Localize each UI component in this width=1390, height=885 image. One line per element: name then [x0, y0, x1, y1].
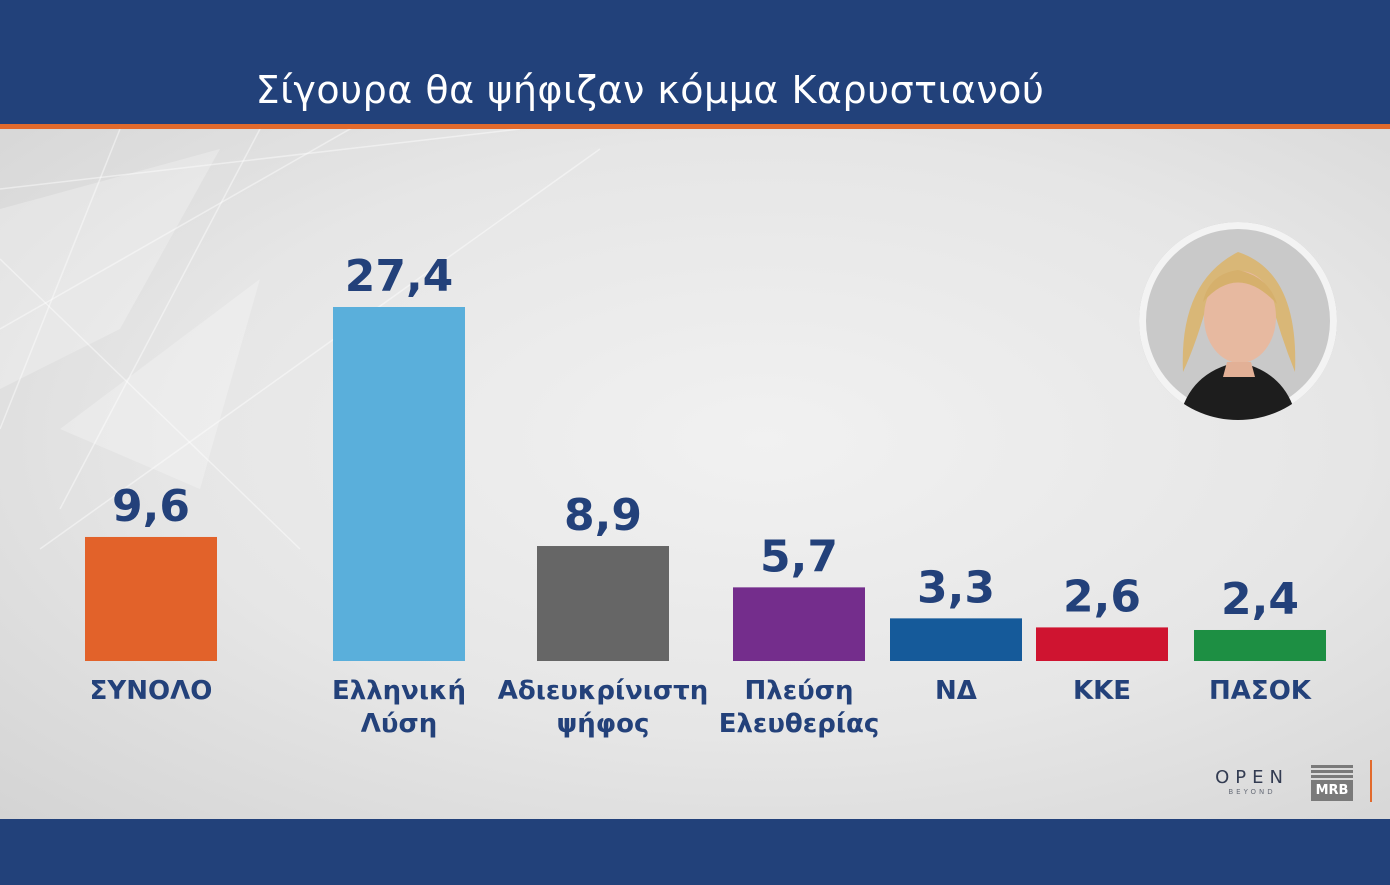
header-band [0, 0, 1390, 126]
value-label-5: 2,6 [1063, 571, 1141, 622]
bar-2 [537, 546, 669, 661]
logo-separator [1370, 760, 1372, 802]
chart-panel [0, 129, 1390, 819]
value-label-2: 8,9 [564, 490, 642, 541]
background-decoration [0, 129, 601, 550]
portrait-photo [1139, 222, 1337, 420]
open-logo-text: OPEN [1215, 767, 1289, 788]
category-label-3-1: Ελευθερίας [719, 709, 880, 739]
bar-6 [1194, 629, 1326, 661]
bar-4 [890, 618, 1022, 661]
category-label-6-0: ΠΑΣΟΚ [1209, 676, 1312, 706]
bar-3 [733, 587, 865, 661]
footer-band [0, 819, 1390, 885]
value-label-4: 3,3 [917, 562, 995, 613]
value-label-3: 5,7 [760, 531, 838, 582]
bar-0 [85, 536, 217, 661]
mrb-logo-text: MRB [1311, 780, 1353, 801]
mrb-logo: MRB [1311, 765, 1353, 801]
category-label-4-0: ΝΔ [935, 676, 977, 706]
open-logo-subtext: BEYOND [1228, 788, 1276, 796]
portrait-icon [1139, 222, 1337, 420]
bar-1 [333, 307, 465, 661]
category-label-2-0: Αδιευκρίνιστη [498, 676, 709, 706]
category-label-3-0: Πλεύση [744, 676, 853, 706]
value-label-6: 2,4 [1221, 574, 1299, 625]
category-label-0-0: ΣΥΝΟΛΟ [90, 676, 213, 706]
value-label-1: 27,4 [345, 251, 454, 302]
category-label-1-0: Ελληνική [332, 676, 466, 706]
mrb-logo-stripes [1311, 765, 1353, 779]
open-logo: OPEN BEYOND [1210, 768, 1294, 797]
category-label-2-1: ψήφος [557, 709, 650, 739]
header-divider [0, 124, 1390, 129]
chart-title: Σίγουρα θα ψήφιζαν κόμμα Καρυστιανού [255, 68, 1045, 112]
value-label-0: 9,6 [112, 481, 190, 532]
bar-5 [1036, 627, 1168, 661]
category-label-1-1: Λύση [361, 709, 437, 739]
category-label-5-0: ΚΚΕ [1073, 676, 1131, 706]
